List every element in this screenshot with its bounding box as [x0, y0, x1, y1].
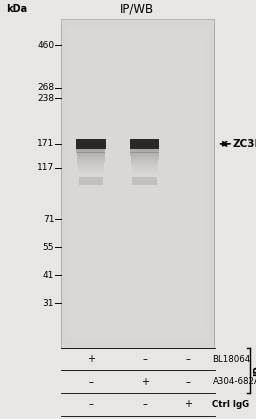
Bar	[78, 175, 103, 177]
Bar	[78, 165, 104, 166]
Bar	[77, 162, 104, 163]
Bar	[76, 151, 105, 153]
Bar	[132, 172, 157, 174]
Text: 71: 71	[43, 215, 54, 224]
Text: A304-682A: A304-682A	[212, 377, 256, 386]
Text: 31: 31	[43, 299, 54, 308]
Bar	[132, 168, 158, 169]
Bar	[78, 169, 104, 171]
Bar	[72, 36, 204, 331]
Bar	[132, 171, 157, 172]
Bar	[133, 177, 157, 185]
Bar	[131, 165, 158, 166]
Text: –: –	[186, 354, 191, 364]
Bar	[130, 153, 159, 154]
Bar	[61, 19, 214, 348]
Bar	[77, 153, 105, 154]
Bar	[131, 162, 158, 163]
Bar	[77, 155, 105, 157]
Text: –: –	[88, 399, 93, 409]
Bar	[131, 160, 158, 162]
Text: 41: 41	[43, 271, 54, 280]
Text: Ctrl IgG: Ctrl IgG	[212, 400, 250, 409]
Bar	[79, 177, 103, 185]
Bar	[77, 154, 105, 156]
Text: 171: 171	[37, 140, 54, 148]
Bar	[131, 166, 158, 168]
Bar	[77, 160, 105, 162]
Text: 55: 55	[43, 243, 54, 252]
Bar	[131, 163, 158, 165]
Bar	[76, 139, 105, 149]
Bar	[132, 173, 157, 175]
Bar	[61, 19, 214, 348]
Bar	[132, 175, 157, 177]
Text: +: +	[87, 354, 95, 364]
Text: –: –	[142, 399, 147, 409]
Text: +: +	[141, 377, 149, 387]
Text: –: –	[88, 377, 93, 387]
Text: 268: 268	[37, 83, 54, 93]
Bar	[76, 150, 105, 151]
Bar	[77, 158, 105, 160]
Bar	[77, 157, 105, 159]
Bar	[130, 154, 159, 156]
Bar	[67, 27, 209, 339]
Text: kDa: kDa	[6, 4, 28, 14]
Bar	[78, 172, 104, 174]
Text: 117: 117	[37, 163, 54, 172]
Bar	[131, 155, 159, 157]
Bar	[131, 157, 159, 159]
Bar	[131, 158, 158, 160]
Bar	[130, 151, 159, 153]
Text: +: +	[184, 399, 192, 409]
Text: –: –	[142, 354, 147, 364]
Bar	[78, 171, 104, 172]
Text: BL18064: BL18064	[212, 354, 251, 364]
Text: IP: IP	[253, 365, 256, 376]
Bar	[130, 150, 159, 151]
Bar	[130, 139, 159, 149]
Bar	[78, 173, 103, 175]
Text: 460: 460	[37, 41, 54, 50]
Text: –: –	[186, 377, 191, 387]
Text: ZC3H18: ZC3H18	[233, 139, 256, 149]
Text: 238: 238	[37, 94, 54, 103]
Bar	[77, 163, 104, 165]
Bar	[132, 169, 158, 171]
Bar	[78, 166, 104, 168]
Text: IP/WB: IP/WB	[120, 3, 154, 16]
Bar	[78, 168, 104, 169]
